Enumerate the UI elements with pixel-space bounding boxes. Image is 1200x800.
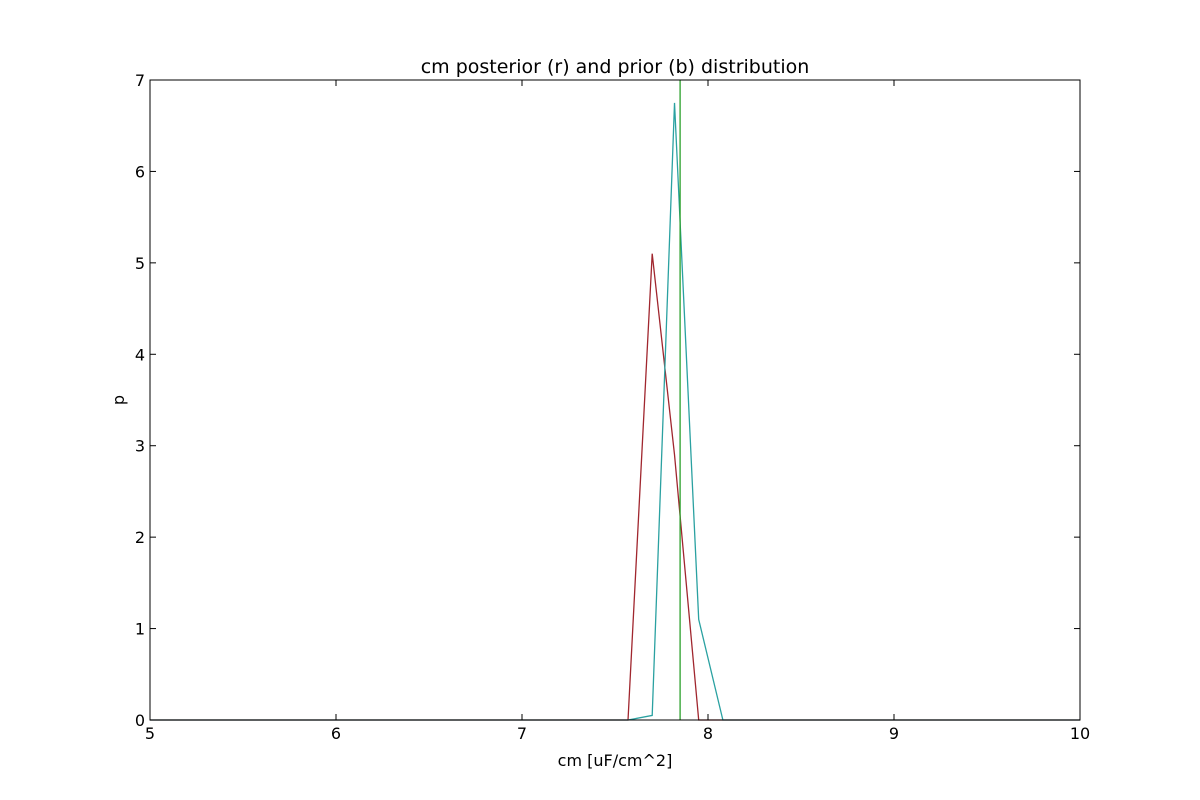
y-tick-label: 6 xyxy=(135,162,145,181)
y-tick-label: 2 xyxy=(135,528,145,547)
y-tick-label: 4 xyxy=(135,345,145,364)
plot-frame xyxy=(149,79,1081,721)
x-tick-label: 7 xyxy=(517,724,527,743)
x-tick-label: 10 xyxy=(1070,724,1090,743)
plot-background xyxy=(150,80,1080,720)
x-tick-label: 5 xyxy=(145,724,155,743)
y-axis-label: p xyxy=(109,395,128,405)
axis-ticks: 5 6 7 8 9 10 0 1 2 3 4 5 6 7 xyxy=(135,71,1090,743)
y-tick-label: 5 xyxy=(135,254,145,273)
x-tick-label: 6 xyxy=(331,724,341,743)
chart-title: cm posterior (r) and prior (b) distribut… xyxy=(421,56,810,78)
x-tick-label: 9 xyxy=(889,724,899,743)
y-tick-label: 7 xyxy=(135,71,145,90)
x-axis-label: cm [uF/cm^2] xyxy=(558,751,673,770)
y-tick-label: 3 xyxy=(135,437,145,456)
x-tick-label: 8 xyxy=(703,724,713,743)
y-tick-label: 0 xyxy=(135,711,145,730)
y-tick-label: 1 xyxy=(135,620,145,639)
